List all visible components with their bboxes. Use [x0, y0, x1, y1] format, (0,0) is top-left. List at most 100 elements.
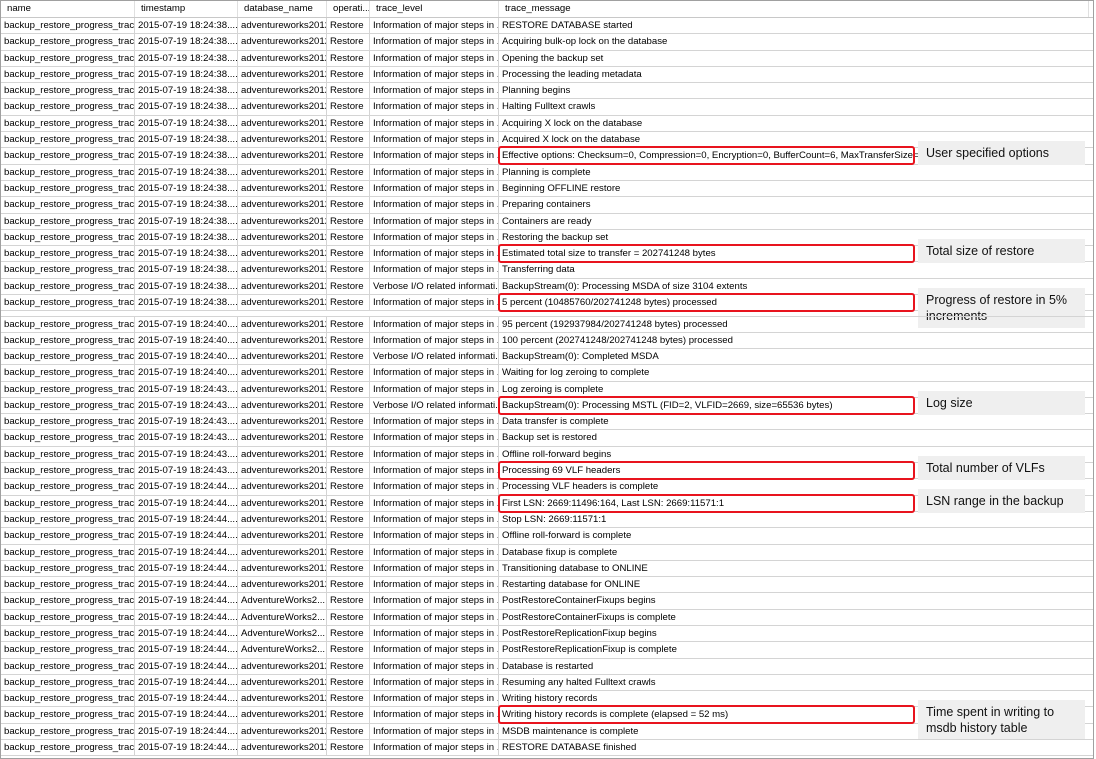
database-name-cell[interactable]: adventureworks2012: [238, 246, 327, 262]
trace-level-cell[interactable]: Information of major steps in ...: [370, 213, 499, 229]
trace-message-cell[interactable]: Writing history records: [502, 693, 598, 705]
timestamp-cell[interactable]: 2015-07-19 18:24:38....: [135, 83, 238, 99]
name-cell[interactable]: backup_restore_progress_trace: [1, 414, 135, 430]
name-cell[interactable]: backup_restore_progress_trace: [1, 246, 135, 262]
timestamp-cell[interactable]: 2015-07-19 18:24:44....: [135, 577, 238, 593]
operation-cell[interactable]: Restore: [327, 34, 370, 50]
trace-message-cell[interactable]: Transitioning database to ONLINE: [502, 562, 648, 574]
timestamp-cell[interactable]: 2015-07-19 18:24:44....: [135, 495, 238, 511]
operation-cell[interactable]: Restore: [327, 180, 370, 197]
trace-message-cell[interactable]: RESTORE DATABASE finished: [502, 742, 637, 754]
name-cell[interactable]: backup_restore_progress_trace: [1, 213, 135, 229]
timestamp-cell[interactable]: 2015-07-19 18:24:38....: [135, 262, 238, 278]
timestamp-cell[interactable]: 2015-07-19 18:24:40....: [135, 332, 238, 348]
trace-message-cell[interactable]: PostRestoreContainerFixups begins: [502, 595, 656, 607]
name-cell[interactable]: backup_restore_progress_trace: [1, 463, 135, 479]
timestamp-cell[interactable]: 2015-07-19 18:24:44....: [135, 723, 238, 740]
operation-cell[interactable]: Restore: [327, 479, 370, 495]
timestamp-cell[interactable]: 2015-07-19 18:24:38....: [135, 180, 238, 197]
trace-message-cell[interactable]: PostRestoreContainerFixups is complete: [502, 611, 676, 623]
trace-message-cell[interactable]: Estimated total size to transfer = 20274…: [502, 248, 716, 260]
timestamp-cell[interactable]: 2015-07-19 18:24:43....: [135, 463, 238, 479]
table-row[interactable]: backup_restore_progress_trace 2015-07-19 …: [1, 180, 1093, 198]
table-row[interactable]: backup_restore_progress_trace 2015-07-19 …: [1, 348, 1093, 366]
table-row[interactable]: backup_restore_progress_trace 2015-07-19 …: [1, 34, 1093, 51]
trace-level-cell[interactable]: Information of major steps in ...: [370, 317, 499, 332]
timestamp-cell[interactable]: 2015-07-19 18:24:44....: [135, 707, 238, 723]
table-row[interactable]: backup_restore_progress_trace 2015-07-19 …: [1, 511, 1093, 529]
table-row[interactable]: backup_restore_progress_trace 2015-07-19 …: [1, 332, 1093, 349]
column-header-operation[interactable]: operati...: [327, 1, 370, 17]
timestamp-cell[interactable]: 2015-07-19 18:24:38....: [135, 115, 238, 132]
trace-message-cell[interactable]: Offline roll-forward is complete: [502, 530, 632, 542]
name-cell[interactable]: backup_restore_progress_trace: [1, 365, 135, 381]
operation-cell[interactable]: Restore: [327, 593, 370, 609]
table-row[interactable]: backup_restore_progress_trace 2015-07-19 …: [1, 239, 1093, 264]
timestamp-cell[interactable]: 2015-07-19 18:24:38....: [135, 66, 238, 83]
operation-cell[interactable]: Restore: [327, 332, 370, 348]
database-name-cell[interactable]: AdventureWorks2...: [238, 642, 327, 658]
trace-message-cell[interactable]: PostRestoreReplicationFixup begins: [502, 627, 657, 639]
trace-message-cell[interactable]: Database is restarted: [502, 660, 594, 672]
trace-level-cell[interactable]: Information of major steps in ...: [370, 295, 499, 311]
timestamp-cell[interactable]: 2015-07-19 18:24:44....: [135, 674, 238, 691]
trace-level-cell[interactable]: Information of major steps in ...: [370, 115, 499, 132]
table-row[interactable]: backup_restore_progress_trace 2015-07-19 …: [1, 456, 1093, 481]
table-row[interactable]: backup_restore_progress_trace 2015-07-19 …: [1, 365, 1093, 382]
timestamp-cell[interactable]: 2015-07-19 18:24:43....: [135, 381, 238, 397]
database-name-cell[interactable]: adventureworks2012: [238, 381, 327, 397]
timestamp-cell[interactable]: 2015-07-19 18:24:38....: [135, 18, 238, 34]
timestamp-cell[interactable]: 2015-07-19 18:24:38....: [135, 197, 238, 213]
operation-cell[interactable]: Restore: [327, 414, 370, 430]
database-name-cell[interactable]: adventureworks2012: [238, 34, 327, 50]
timestamp-cell[interactable]: 2015-07-19 18:24:44....: [135, 544, 238, 560]
table-row[interactable]: backup_restore_progress_trace 2015-07-19 …: [1, 674, 1093, 692]
database-name-cell[interactable]: adventureworks2012: [238, 414, 327, 430]
timestamp-cell[interactable]: 2015-07-19 18:24:38....: [135, 295, 238, 311]
timestamp-cell[interactable]: 2015-07-19 18:24:38....: [135, 246, 238, 262]
operation-cell[interactable]: Restore: [327, 83, 370, 99]
database-name-cell[interactable]: adventureworks2012: [238, 229, 327, 246]
trace-level-cell[interactable]: Information of major steps in ...: [370, 658, 499, 674]
name-cell[interactable]: backup_restore_progress_trace: [1, 397, 135, 414]
trace-level-cell[interactable]: Information of major steps in ...: [370, 560, 499, 577]
trace-level-cell[interactable]: Information of major steps in ...: [370, 365, 499, 381]
operation-cell[interactable]: Restore: [327, 18, 370, 34]
database-name-cell[interactable]: adventureworks2012: [238, 479, 327, 495]
operation-cell[interactable]: Restore: [327, 229, 370, 246]
database-name-cell[interactable]: adventureworks2012: [238, 317, 327, 332]
database-name-cell[interactable]: adventureworks2012: [238, 495, 327, 511]
database-name-cell[interactable]: adventureworks2012: [238, 544, 327, 560]
database-name-cell[interactable]: adventureworks2012: [238, 99, 327, 115]
timestamp-cell[interactable]: 2015-07-19 18:24:40....: [135, 365, 238, 381]
database-name-cell[interactable]: adventureworks2012: [238, 430, 327, 446]
name-cell[interactable]: backup_restore_progress_trace: [1, 99, 135, 115]
timestamp-cell[interactable]: 2015-07-19 18:24:38....: [135, 229, 238, 246]
name-cell[interactable]: backup_restore_progress_trace: [1, 593, 135, 609]
database-name-cell[interactable]: adventureworks2012: [238, 397, 327, 414]
trace-message-cell[interactable]: BackupStream(0): Processing MSDA of size…: [502, 280, 748, 292]
trace-level-cell[interactable]: Information of major steps in ...: [370, 707, 499, 723]
timestamp-cell[interactable]: 2015-07-19 18:24:44....: [135, 642, 238, 658]
table-row[interactable]: backup_restore_progress_trace 2015-07-19 …: [1, 83, 1093, 100]
trace-message-cell[interactable]: First LSN: 2669:11496:164, Last LSN: 266…: [502, 497, 725, 509]
table-row[interactable]: backup_restore_progress_trace 2015-07-19 …: [1, 288, 1093, 329]
trace-level-cell[interactable]: Information of major steps in ...: [370, 66, 499, 83]
trace-level-cell[interactable]: Information of major steps in ...: [370, 446, 499, 463]
database-name-cell[interactable]: adventureworks2012: [238, 295, 327, 311]
table-row[interactable]: backup_restore_progress_trace 2015-07-19 …: [1, 544, 1093, 561]
name-cell[interactable]: backup_restore_progress_trace: [1, 430, 135, 446]
trace-level-cell[interactable]: Information of major steps in ...: [370, 34, 499, 50]
database-name-cell[interactable]: adventureworks2012: [238, 164, 327, 180]
name-cell[interactable]: backup_restore_progress_trace: [1, 132, 135, 148]
timestamp-cell[interactable]: 2015-07-19 18:24:43....: [135, 397, 238, 414]
column-header-database-name[interactable]: database_name: [238, 1, 327, 17]
database-name-cell[interactable]: adventureworks2012: [238, 66, 327, 83]
trace-level-cell[interactable]: Information of major steps in ...: [370, 83, 499, 99]
operation-cell[interactable]: Restore: [327, 430, 370, 446]
trace-message-cell[interactable]: Processing 69 VLF headers: [502, 465, 621, 477]
name-cell[interactable]: backup_restore_progress_trace: [1, 18, 135, 34]
operation-cell[interactable]: Restore: [327, 707, 370, 723]
trace-level-cell[interactable]: Information of major steps in ...: [370, 463, 499, 479]
timestamp-cell[interactable]: 2015-07-19 18:24:40....: [135, 348, 238, 365]
